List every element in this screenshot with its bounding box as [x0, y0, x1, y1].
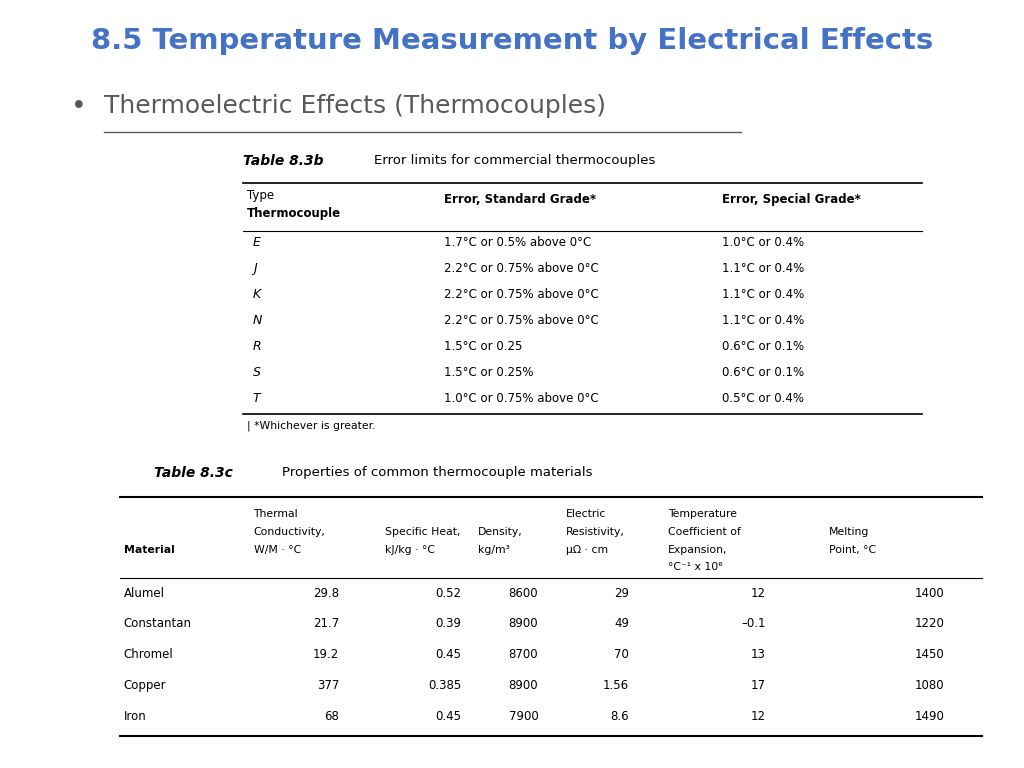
- Text: S: S: [253, 366, 260, 379]
- Text: R: R: [253, 340, 261, 353]
- Text: 0.385: 0.385: [428, 679, 461, 692]
- Text: 1400: 1400: [914, 587, 944, 600]
- Text: Expansion,: Expansion,: [668, 545, 728, 554]
- Text: 8700: 8700: [509, 648, 539, 661]
- Text: 1450: 1450: [914, 648, 944, 661]
- Text: 68: 68: [325, 710, 339, 723]
- Text: 1.1°C or 0.4%: 1.1°C or 0.4%: [722, 314, 804, 327]
- Text: Error, Special Grade*: Error, Special Grade*: [722, 193, 860, 206]
- Text: | *Whichever is greater.: | *Whichever is greater.: [247, 421, 375, 432]
- Text: 377: 377: [317, 679, 339, 692]
- Text: 19.2: 19.2: [313, 648, 339, 661]
- Text: Thermoelectric Effects (Thermocouples): Thermoelectric Effects (Thermocouples): [104, 94, 606, 118]
- Text: Specific Heat,: Specific Heat,: [385, 527, 461, 537]
- Text: 70: 70: [614, 648, 629, 661]
- Text: Copper: Copper: [124, 679, 167, 692]
- Text: 1220: 1220: [914, 617, 944, 631]
- Text: 1.56: 1.56: [603, 679, 629, 692]
- Text: 7900: 7900: [509, 710, 539, 723]
- Text: 13: 13: [751, 648, 766, 661]
- Text: K: K: [253, 288, 261, 301]
- Text: 2.2°C or 0.75% above 0°C: 2.2°C or 0.75% above 0°C: [443, 314, 598, 327]
- Text: Error, Standard Grade*: Error, Standard Grade*: [443, 193, 596, 206]
- Text: °C⁻¹ x 10⁶: °C⁻¹ x 10⁶: [668, 562, 723, 572]
- Text: 0.45: 0.45: [435, 710, 461, 723]
- Text: Conductivity,: Conductivity,: [254, 527, 326, 537]
- Text: 21.7: 21.7: [313, 617, 339, 631]
- Text: 8.5 Temperature Measurement by Electrical Effects: 8.5 Temperature Measurement by Electrica…: [91, 27, 933, 55]
- Text: 1.0°C or 0.75% above 0°C: 1.0°C or 0.75% above 0°C: [443, 392, 598, 406]
- Text: 8900: 8900: [509, 679, 539, 692]
- Text: 1.5°C or 0.25: 1.5°C or 0.25: [443, 340, 522, 353]
- Text: Table 8.3b: Table 8.3b: [243, 154, 324, 167]
- Text: 8900: 8900: [509, 617, 539, 631]
- Text: 29: 29: [614, 587, 629, 600]
- Text: Error limits for commercial thermocouples: Error limits for commercial thermocouple…: [374, 154, 655, 167]
- Text: Chromel: Chromel: [124, 648, 173, 661]
- Text: 0.5°C or 0.4%: 0.5°C or 0.4%: [722, 392, 804, 406]
- Text: Electric: Electric: [565, 509, 606, 519]
- Text: E: E: [253, 236, 260, 249]
- Text: Alumel: Alumel: [124, 587, 165, 600]
- Text: Resistivity,: Resistivity,: [565, 527, 625, 537]
- Text: 1080: 1080: [914, 679, 944, 692]
- Text: Coefficient of: Coefficient of: [668, 527, 741, 537]
- Text: 1.1°C or 0.4%: 1.1°C or 0.4%: [722, 262, 804, 275]
- Text: 2.2°C or 0.75% above 0°C: 2.2°C or 0.75% above 0°C: [443, 288, 598, 301]
- Text: 0.52: 0.52: [435, 587, 461, 600]
- Text: 8.6: 8.6: [610, 710, 629, 723]
- Text: 8600: 8600: [509, 587, 539, 600]
- Text: 12: 12: [751, 710, 766, 723]
- Text: Point, °C: Point, °C: [829, 545, 877, 554]
- Text: Constantan: Constantan: [124, 617, 191, 631]
- Text: 1.7°C or 0.5% above 0°C: 1.7°C or 0.5% above 0°C: [443, 236, 591, 249]
- Text: kg/m³: kg/m³: [478, 545, 510, 554]
- Text: 0.45: 0.45: [435, 648, 461, 661]
- Text: •: •: [71, 94, 87, 120]
- Text: 0.39: 0.39: [435, 617, 461, 631]
- Text: Properties of common thermocouple materials: Properties of common thermocouple materi…: [282, 466, 592, 479]
- Text: Table 8.3c: Table 8.3c: [154, 466, 232, 480]
- Text: Thermocouple: Thermocouple: [247, 207, 341, 220]
- Text: Material: Material: [124, 545, 174, 554]
- Text: 0.6°C or 0.1%: 0.6°C or 0.1%: [722, 366, 804, 379]
- Text: 2.2°C or 0.75% above 0°C: 2.2°C or 0.75% above 0°C: [443, 262, 598, 275]
- Text: μΩ · cm: μΩ · cm: [565, 545, 608, 554]
- Text: 12: 12: [751, 587, 766, 600]
- Text: T: T: [253, 392, 260, 406]
- Text: 1490: 1490: [914, 710, 944, 723]
- Text: N: N: [253, 314, 262, 327]
- Text: 17: 17: [751, 679, 766, 692]
- Text: 0.6°C or 0.1%: 0.6°C or 0.1%: [722, 340, 804, 353]
- Text: kJ/kg · °C: kJ/kg · °C: [385, 545, 435, 554]
- Text: 1.5°C or 0.25%: 1.5°C or 0.25%: [443, 366, 534, 379]
- Text: Melting: Melting: [829, 527, 869, 537]
- Text: W/M · °C: W/M · °C: [254, 545, 301, 554]
- Text: –0.1: –0.1: [741, 617, 766, 631]
- Text: J: J: [253, 262, 256, 275]
- Text: Iron: Iron: [124, 710, 146, 723]
- Text: 29.8: 29.8: [313, 587, 339, 600]
- Text: Density,: Density,: [478, 527, 522, 537]
- Text: 49: 49: [614, 617, 629, 631]
- Text: Temperature: Temperature: [668, 509, 737, 519]
- Text: Thermal: Thermal: [254, 509, 298, 519]
- Text: Type: Type: [247, 189, 273, 202]
- Text: 1.0°C or 0.4%: 1.0°C or 0.4%: [722, 236, 804, 249]
- Text: 1.1°C or 0.4%: 1.1°C or 0.4%: [722, 288, 804, 301]
